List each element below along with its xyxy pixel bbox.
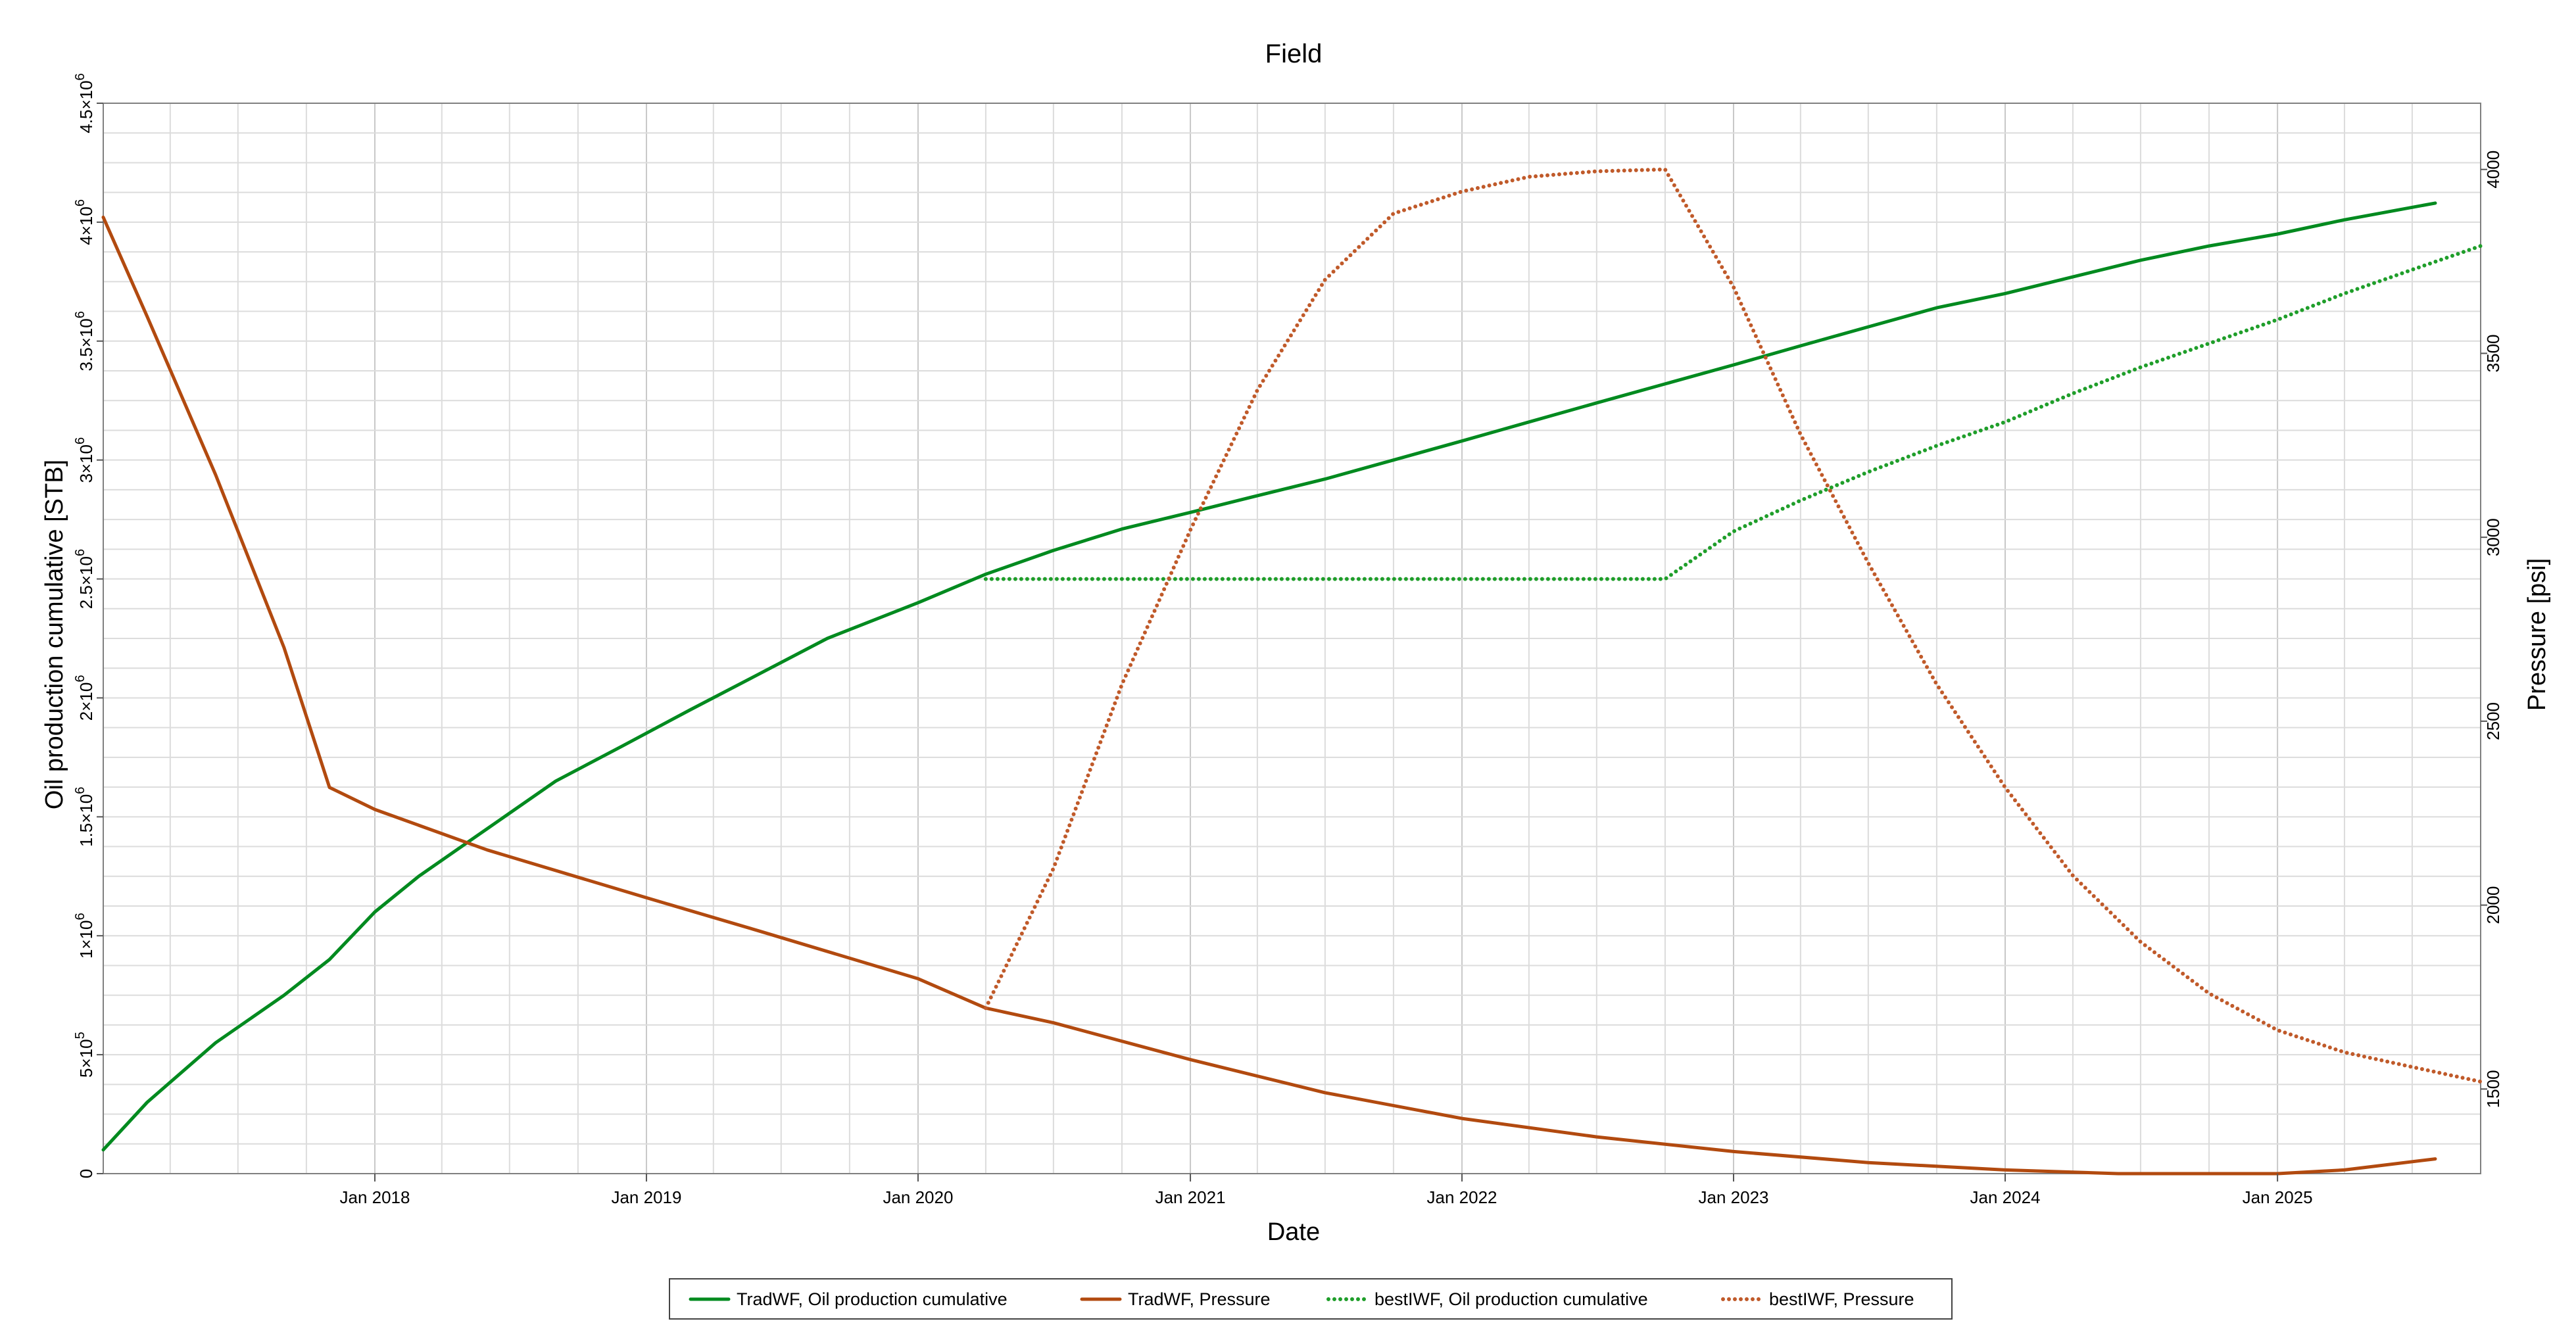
y-left-axis-title: Oil production cumulative [STB] bbox=[41, 460, 68, 809]
y-right-tick-label: 1500 bbox=[2483, 1070, 2503, 1108]
series-layer bbox=[101, 167, 2483, 1176]
x-tick-label: Jan 2020 bbox=[883, 1187, 953, 1207]
x-tick-label: Jan 2025 bbox=[2243, 1187, 2313, 1207]
y-left-tick-exponent: 6 bbox=[73, 913, 87, 920]
series-line-bestiwf-pressure bbox=[983, 167, 2483, 1084]
y-right-tick-label: 2500 bbox=[2483, 702, 2503, 740]
x-tick-label: Jan 2023 bbox=[1699, 1187, 1769, 1207]
y-left-tick-exponent: 6 bbox=[73, 675, 87, 682]
x-tick-label: Jan 2024 bbox=[1970, 1187, 2041, 1207]
x-tick-label: Jan 2021 bbox=[1155, 1187, 1226, 1207]
y-left-tick-label: 1×106 bbox=[73, 913, 96, 959]
y-left-tick-label: 2×106 bbox=[73, 675, 96, 721]
y-left-tick-exponent: 6 bbox=[73, 549, 87, 556]
grid-lines bbox=[103, 103, 2481, 1174]
y-left-tick-label: 5×105 bbox=[73, 1032, 96, 1078]
x-tick-label: Jan 2022 bbox=[1427, 1187, 1497, 1207]
y-left-tick-exponent: 6 bbox=[73, 199, 87, 206]
y-left-tick-label: 4×106 bbox=[73, 199, 96, 245]
y-left-tick-label: 0 bbox=[76, 1169, 96, 1178]
y-right-axis-title: Pressure [psi] bbox=[2523, 558, 2551, 711]
x-tick-label: Jan 2018 bbox=[339, 1187, 410, 1207]
y-right-tick-label: 4000 bbox=[2483, 151, 2503, 189]
y-right-tick-label: 2000 bbox=[2483, 886, 2503, 924]
y-left-tick-label: 1.5×106 bbox=[73, 787, 96, 847]
y-right-axis-ticks: 1500 2000 2500 3000 3500 4000 bbox=[2481, 151, 2503, 1108]
legend-item-label: TradWF, Pressure bbox=[1128, 1289, 1271, 1309]
y-left-tick-exponent: 6 bbox=[73, 73, 87, 80]
legend-item-label: bestIWF, Pressure bbox=[1769, 1289, 1914, 1309]
y-left-tick-exponent: 5 bbox=[73, 1032, 87, 1039]
legend-item-label: TradWF, Oil production cumulative bbox=[737, 1289, 1008, 1309]
y-left-tick-label: 4.5×106 bbox=[73, 73, 96, 133]
y-left-tick-exponent: 6 bbox=[73, 311, 87, 318]
x-axis-title: Date bbox=[1267, 1218, 1320, 1246]
y-right-tick-label: 3000 bbox=[2483, 518, 2503, 556]
x-tick-label: Jan 2019 bbox=[611, 1187, 681, 1207]
y-left-tick-exponent: 6 bbox=[73, 437, 87, 444]
y-left-tick-exponent: 6 bbox=[73, 787, 87, 794]
y-left-axis-ticks: 0 5×105 1×106 1.5×106 2×106 2.5×106 3×106 3.5×1… bbox=[73, 73, 103, 1178]
series-line-tradwf-pressure bbox=[101, 215, 2437, 1176]
y-left-tick-label: 2.5×106 bbox=[73, 549, 96, 609]
series-line-tradwf-oil-production-cumulative bbox=[101, 201, 2437, 1152]
chart-title: Field bbox=[1265, 39, 1323, 68]
plot-frame bbox=[103, 103, 2481, 1174]
series-line-bestiwf-oil-production-cumulative bbox=[983, 244, 2483, 581]
legend-box bbox=[669, 1278, 1953, 1320]
y-right-tick-label: 3500 bbox=[2483, 334, 2503, 372]
legend: TradWF, Oil production cumulative TradWF,… bbox=[669, 1278, 1953, 1320]
legend-item-label: bestIWF, Oil production cumulative bbox=[1374, 1289, 1648, 1309]
y-left-tick-label: 3×106 bbox=[73, 437, 96, 483]
y-left-tick-label: 3.5×106 bbox=[73, 311, 96, 371]
x-axis-ticks: Jan 2018 Jan 2019 Jan 2020 Jan 2021 Jan 2022… bbox=[339, 1174, 2313, 1207]
plot-area-border bbox=[103, 103, 2481, 1174]
